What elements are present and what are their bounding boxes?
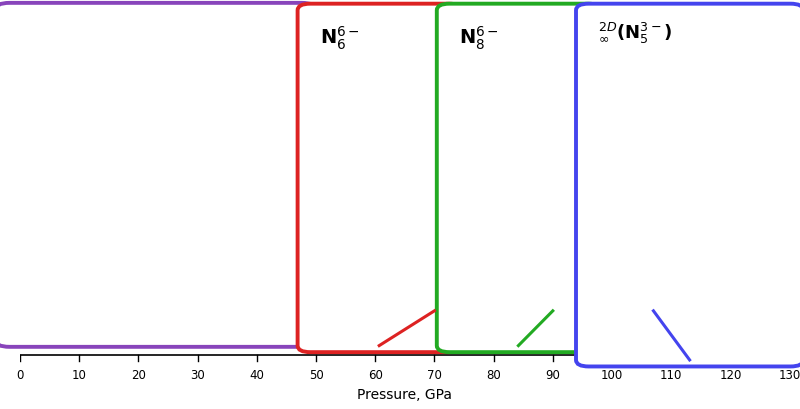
Text: 120: 120 — [719, 369, 742, 382]
Text: 80: 80 — [486, 369, 501, 382]
Bar — [48, 231, 86, 315]
Text: 60: 60 — [368, 369, 382, 382]
Text: 90: 90 — [546, 369, 560, 382]
Text: 20: 20 — [131, 369, 146, 382]
Bar — [117, 183, 154, 315]
Text: $^{2D}_{\infty}$(N$_5^{3-}$): $^{2D}_{\infty}$(N$_5^{3-}$) — [598, 20, 673, 45]
Text: ScN$_5$: ScN$_5$ — [683, 321, 718, 336]
Text: 30: 30 — [190, 369, 205, 382]
Text: 40: 40 — [250, 369, 264, 382]
Text: Pressure, GPa: Pressure, GPa — [358, 388, 452, 402]
Title: Detonation pressure: Detonation pressure — [82, 10, 258, 25]
Bar — [186, 126, 223, 315]
Bar — [254, 51, 292, 315]
Text: N$_8^{6-}$: N$_8^{6-}$ — [459, 25, 499, 52]
Text: 110: 110 — [660, 369, 682, 382]
Text: 100: 100 — [601, 369, 623, 382]
Text: Sc$_2$N$_6$: Sc$_2$N$_6$ — [407, 321, 450, 336]
Text: N$_6^{6-}$: N$_6^{6-}$ — [320, 25, 360, 52]
Text: 10: 10 — [72, 369, 86, 382]
Text: 0: 0 — [16, 369, 24, 382]
Text: 130: 130 — [778, 369, 800, 382]
Text: Sc$_2$N$_8$: Sc$_2$N$_8$ — [538, 321, 580, 336]
Text: 50: 50 — [309, 369, 323, 382]
Text: 70: 70 — [427, 369, 442, 382]
Text: ScN: ScN — [171, 322, 200, 335]
